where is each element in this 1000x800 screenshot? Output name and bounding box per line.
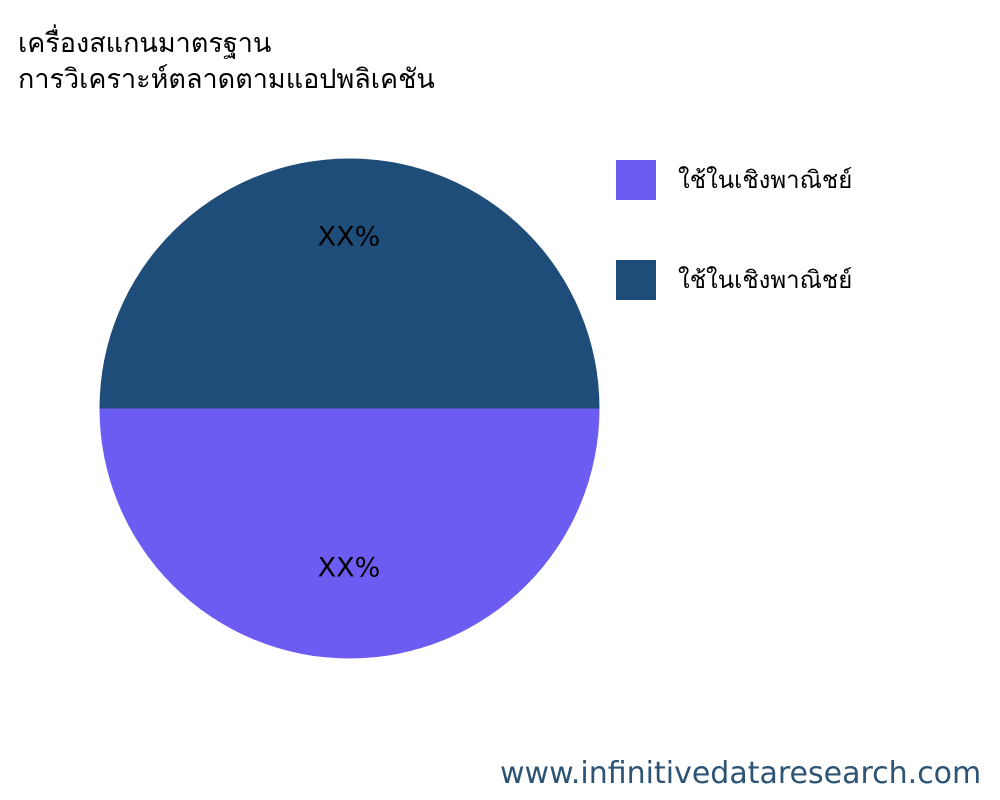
pie-chart-graphic: XX% XX% (99, 158, 600, 659)
legend-swatch-purple-icon (616, 160, 656, 200)
pie-slice-top[interactable] (99, 158, 600, 409)
pie-slice-bottom[interactable] (99, 408, 600, 659)
chart-title: เครื่องสแกนมาตรฐาน การวิเคราะห์ตลาดตามแอ… (18, 28, 435, 95)
pie-slice-label-top: XX% (318, 222, 381, 253)
legend-label-0: ใช้ในเชิงพาณิชย์ (678, 166, 853, 194)
legend-label-1: ใช้ในเชิงพาณิชย์ (678, 266, 853, 294)
legend-item-0[interactable]: ใช้ในเชิงพาณิชย์ (616, 160, 986, 200)
chart-legend: ใช้ในเชิงพาณิชย์ ใช้ในเชิงพาณิชย์ (616, 160, 986, 360)
pie-slice-label-bottom: XX% (318, 553, 381, 584)
source-website-url[interactable]: www.infinitivedataresearch.com (500, 756, 982, 791)
legend-swatch-darkblue-icon (616, 260, 656, 300)
legend-item-1[interactable]: ใช้ในเชิงพาณิชย์ (616, 260, 986, 300)
pie-svg: XX% XX% (99, 158, 600, 659)
